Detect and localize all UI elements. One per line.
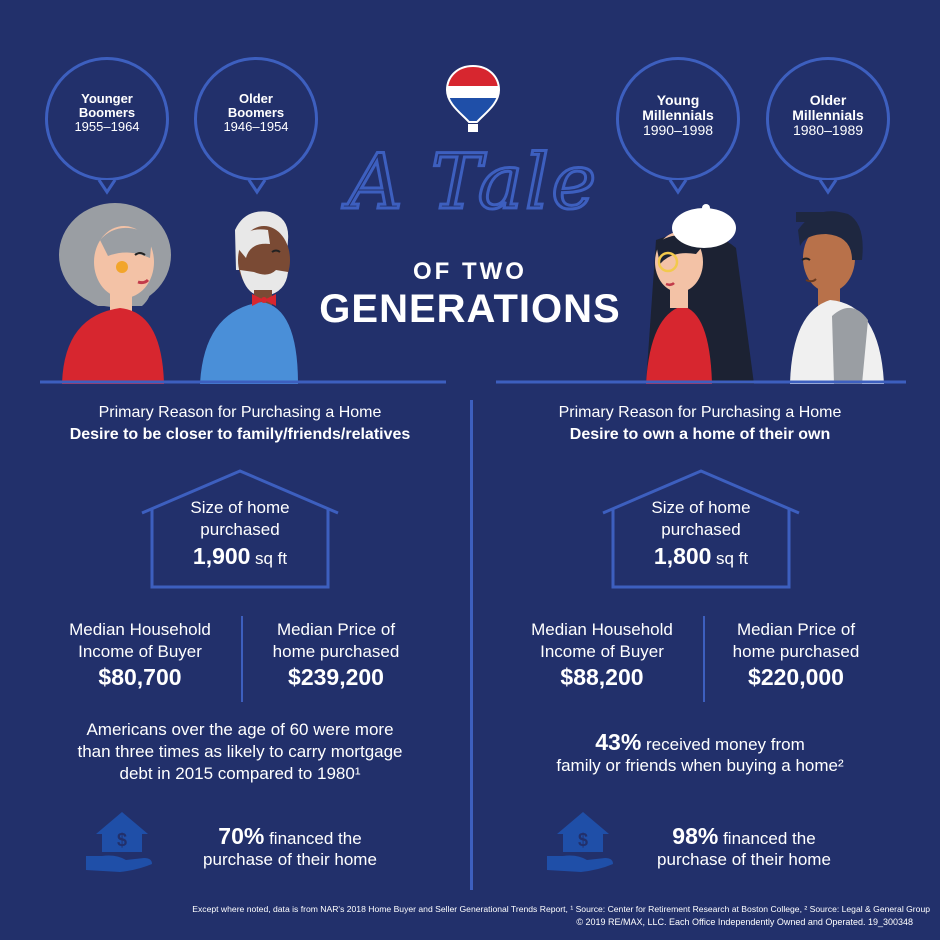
right-house-outline-icon bbox=[602, 469, 800, 589]
svg-text:$: $ bbox=[578, 830, 588, 850]
right-stat-divider bbox=[703, 616, 705, 702]
left-house-outline-icon bbox=[141, 469, 339, 589]
bubble-tails bbox=[97, 179, 838, 195]
young-millennial-woman-icon bbox=[646, 204, 754, 384]
bubble-name-line1: Older bbox=[239, 91, 273, 106]
millennial-characters bbox=[496, 204, 906, 384]
bubble-older-millennials: Older Millennials 1980–1989 bbox=[766, 57, 890, 181]
title-of-two: OF TWO bbox=[413, 258, 527, 285]
younger-boomer-woman-icon bbox=[59, 203, 171, 384]
boomer-characters bbox=[40, 203, 446, 384]
left-income-value: $80,700 bbox=[98, 664, 182, 690]
right-reason-label: Primary Reason for Purchasing a Home bbox=[558, 404, 842, 421]
bubble-years: 1955–1964 bbox=[74, 119, 140, 134]
older-millennial-man-icon bbox=[790, 211, 884, 384]
right-financed-text1: financed the bbox=[723, 829, 816, 848]
right-size-unit: sq ft bbox=[715, 549, 749, 568]
left-fact-line1: Americans over the age of 60 were more bbox=[86, 720, 394, 739]
balloon-logo-icon bbox=[445, 64, 501, 132]
left-income-label2: Income of Buyer bbox=[78, 642, 202, 661]
right-price-label2: home purchased bbox=[732, 642, 860, 661]
footer-line2: © 2019 RE/MAX, LLC. Each Office Independ… bbox=[576, 917, 913, 927]
right-price-value: $220,000 bbox=[748, 664, 844, 690]
right-income-label1: Median Household bbox=[531, 620, 673, 639]
left-size-label2: purchased bbox=[200, 520, 280, 539]
bubble-name-line1: Younger bbox=[81, 91, 133, 106]
right-size: 1,800 sq ft bbox=[601, 543, 801, 570]
bubble-young-millennials: Young Millennials 1990–1998 bbox=[616, 57, 740, 181]
bubble-name-line2: Boomers bbox=[78, 105, 136, 120]
bubble-name-line1: Older bbox=[809, 92, 847, 108]
svg-text:$: $ bbox=[117, 830, 127, 850]
right-financed-pct: 98% bbox=[672, 823, 719, 849]
left-stat-divider bbox=[241, 616, 243, 702]
left-size: 1,900 sq ft bbox=[140, 543, 340, 570]
footer-line1: Except where noted, data is from NAR's 2… bbox=[192, 904, 930, 914]
left-financed-pct: 70% bbox=[218, 823, 265, 849]
left-fact-line2: than three times as likely to carry mort… bbox=[77, 742, 403, 761]
right-price-label1: Median Price of bbox=[736, 620, 856, 639]
right-gift-text1: received money from bbox=[646, 735, 805, 754]
bubble-name-line2: Millennials bbox=[792, 107, 864, 123]
left-price-label2: home purchased bbox=[272, 642, 400, 661]
bubble-years: 1990–1998 bbox=[642, 122, 714, 138]
title-script: A Tale bbox=[346, 136, 599, 228]
left-size-label1: Size of home bbox=[190, 498, 290, 517]
right-gift-line1: 43% received money from bbox=[480, 729, 920, 756]
left-fact-line3: debt in 2015 compared to 1980¹ bbox=[119, 764, 361, 783]
right-gift-pct: 43% bbox=[595, 729, 642, 755]
right-size-value: 1,800 bbox=[653, 543, 712, 569]
left-size-value: 1,900 bbox=[192, 543, 251, 569]
left-size-unit: sq ft bbox=[254, 549, 288, 568]
left-financed-line1: 70% financed the bbox=[160, 823, 420, 850]
left-house-money-hand-icon: $ bbox=[86, 812, 152, 872]
bubble-name-line2: Boomers bbox=[227, 105, 285, 120]
center-divider bbox=[470, 400, 473, 890]
left-price-value: $239,200 bbox=[288, 664, 384, 690]
bubble-name-line1: Young bbox=[656, 92, 700, 108]
left-financed-text2: purchase of their home bbox=[203, 850, 377, 869]
right-income-label2: Income of Buyer bbox=[540, 642, 664, 661]
left-price-label1: Median Price of bbox=[276, 620, 396, 639]
bubble-younger-boomers: Younger Boomers 1955–1964 bbox=[45, 57, 169, 181]
right-income-value: $88,200 bbox=[560, 664, 644, 690]
right-gift-text2: family or friends when buying a home² bbox=[556, 756, 844, 775]
bubble-years: 1980–1989 bbox=[792, 122, 864, 138]
right-financed-line1: 98% financed the bbox=[614, 823, 874, 850]
left-income-label1: Median Household bbox=[69, 620, 211, 639]
bubble-name-line2: Millennials bbox=[642, 107, 714, 123]
bubble-older-boomers: Older Boomers 1946–1954 bbox=[194, 57, 318, 181]
title-generations: GENERATIONS bbox=[319, 287, 621, 331]
right-financed-text2: purchase of their home bbox=[657, 850, 831, 869]
left-reason-value: Desire to be closer to family/friends/re… bbox=[69, 426, 411, 443]
left-reason-label: Primary Reason for Purchasing a Home bbox=[98, 404, 382, 421]
right-size-label1: Size of home bbox=[651, 498, 751, 517]
bubble-years: 1946–1954 bbox=[223, 119, 289, 134]
left-financed-text1: financed the bbox=[269, 829, 362, 848]
right-reason-value: Desire to own a home of their own bbox=[569, 426, 831, 443]
older-boomer-man-icon bbox=[200, 211, 298, 384]
right-house-money-hand-icon: $ bbox=[547, 812, 613, 872]
right-size-label2: purchased bbox=[661, 520, 741, 539]
